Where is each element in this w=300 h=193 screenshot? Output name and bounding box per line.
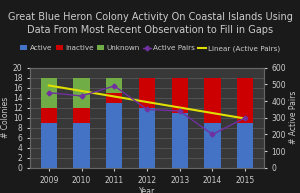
Bar (172, 78, 188, 113)
Bar (172, 113, 188, 168)
Y-axis label: # Active Pairs: # Active Pairs (289, 91, 298, 144)
Bar (237, 78, 253, 123)
Bar (74, 108, 90, 123)
Y-axis label: # Colonies: # Colonies (1, 97, 10, 138)
Text: Great Blue Heron Colony Activity On Coastal Islands Using: Great Blue Heron Colony Activity On Coas… (8, 12, 292, 22)
Legend: Active, Inactive, Unknown, Active Pairs, Linear (Active Pairs): Active, Inactive, Unknown, Active Pairs,… (17, 42, 283, 55)
Bar (106, 93, 122, 103)
Bar (237, 123, 253, 168)
Text: Data From Most Recent Observation to Fill in Gaps: Data From Most Recent Observation to Fil… (27, 25, 273, 35)
Bar (204, 123, 220, 168)
Bar (74, 78, 90, 108)
Bar (204, 78, 220, 123)
X-axis label: Year: Year (139, 187, 155, 193)
Bar (106, 78, 122, 93)
Bar (40, 108, 57, 123)
Bar (74, 123, 90, 168)
Bar (139, 108, 155, 168)
Bar (40, 78, 57, 108)
Bar (106, 103, 122, 168)
Bar (139, 78, 155, 108)
Bar (40, 123, 57, 168)
